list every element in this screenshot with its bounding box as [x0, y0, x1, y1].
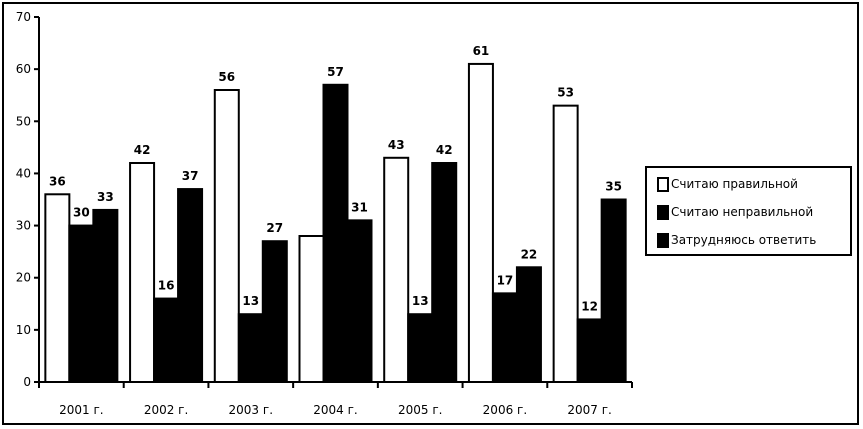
data-label-s2-1: 16 [158, 279, 175, 293]
legend-swatch-series-2 [657, 204, 669, 220]
bar-s3-5 [515, 266, 542, 383]
x-tick-label-6: 2007 г. [567, 403, 611, 417]
bar-s1-6 [552, 104, 579, 384]
x-tick-label-3: 2004 г. [313, 403, 357, 417]
data-label-s1-5: 61 [473, 44, 490, 58]
bar-s2-5 [491, 292, 518, 384]
bar-s1-1 [129, 162, 156, 383]
y-tick-label-0: 0 [23, 375, 31, 389]
data-label-s2-5: 17 [497, 273, 514, 287]
data-label-s1-0: 36 [49, 174, 66, 188]
bar-s3-6 [600, 198, 627, 383]
legend-swatch-series-1 [657, 176, 669, 192]
y-tick-label-1: 10 [16, 323, 31, 337]
legend-item-series-2: Считаю неправильной [657, 204, 813, 220]
data-label-s3-3: 31 [351, 200, 368, 214]
bar-s1-4 [383, 156, 410, 383]
bar-s2-0 [68, 224, 95, 383]
x-tick-label-2: 2003 г. [229, 403, 273, 417]
x-tick-label-4: 2005 г. [398, 403, 442, 417]
data-label-s2-4: 13 [412, 294, 429, 308]
data-label-s2-3: 57 [327, 65, 344, 79]
legend-item-series-1: Считаю правильной [657, 176, 798, 192]
data-label-s1-1: 42 [134, 143, 151, 157]
y-tick-label-2: 20 [16, 271, 31, 285]
data-label-s3-6: 35 [605, 180, 622, 194]
data-label-s1-6: 53 [557, 86, 574, 100]
data-label-s3-4: 42 [436, 143, 453, 157]
data-label-s2-0: 30 [73, 206, 90, 220]
bar-s3-2 [261, 240, 288, 383]
bar-s1-3 [298, 235, 325, 383]
y-tick-label-6: 60 [16, 62, 31, 76]
legend-swatch-series-3 [657, 232, 669, 248]
y-tick-label-5: 50 [16, 114, 31, 128]
data-label-s3-0: 33 [97, 190, 114, 204]
data-label-s2-6: 12 [581, 299, 598, 313]
x-tick-label-1: 2002 г. [144, 403, 188, 417]
bar-s3-3 [346, 219, 373, 383]
legend-label-series-2: Считаю неправильной [671, 205, 814, 219]
bar-s2-1 [153, 297, 180, 384]
bar-s1-2 [213, 89, 240, 383]
y-tick-label-4: 40 [16, 166, 31, 180]
bar-s2-4 [407, 313, 434, 384]
legend: Считаю правильной Считаю неправильной За… [645, 166, 852, 256]
legend-label-series-3: Затрудняюсь ответить [671, 233, 817, 247]
data-label-s1-2: 56 [218, 70, 235, 84]
bar-s3-1 [177, 188, 204, 383]
data-label-s3-2: 27 [266, 221, 283, 235]
legend-label-series-1: Считаю правильной [671, 177, 798, 191]
data-label-s3-1: 37 [182, 169, 199, 183]
y-tick-label-7: 70 [16, 10, 31, 24]
data-label-s2-2: 13 [242, 294, 259, 308]
y-tick-label-3: 30 [16, 219, 31, 233]
bar-s2-2 [237, 313, 264, 384]
bar-s2-3 [322, 83, 349, 384]
bar-s3-4 [431, 162, 458, 383]
bar-s3-0 [92, 208, 119, 383]
legend-item-series-3: Затрудняюсь ответить [657, 232, 816, 248]
bar-s1-0 [44, 193, 71, 383]
x-tick-label-5: 2006 г. [483, 403, 527, 417]
bar-s1-5 [467, 62, 494, 384]
x-tick-label-0: 2001 г. [59, 403, 103, 417]
bar-s2-6 [576, 318, 603, 383]
data-label-s1-4: 43 [388, 138, 405, 152]
data-label-s3-5: 22 [521, 247, 538, 261]
